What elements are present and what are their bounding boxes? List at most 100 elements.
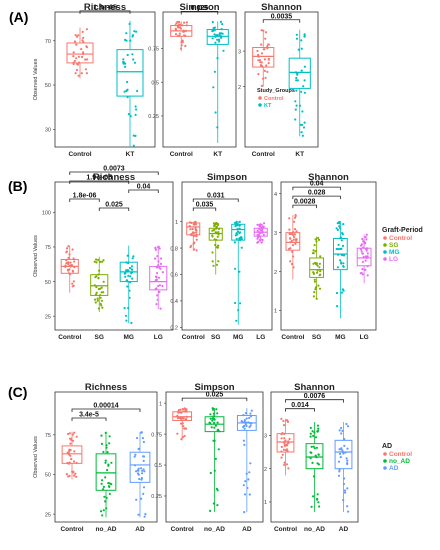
- data-point: [133, 30, 136, 33]
- data-point: [123, 90, 126, 93]
- data-point: [174, 33, 178, 36]
- data-point: [65, 250, 68, 253]
- data-point: [68, 268, 71, 271]
- data-point: [289, 237, 292, 240]
- data-point: [314, 288, 317, 291]
- data-point: [127, 307, 130, 310]
- p-value-label: 0.04: [137, 184, 151, 191]
- chart-title: Shannon: [294, 382, 335, 393]
- data-point: [156, 272, 159, 275]
- data-point: [219, 20, 223, 23]
- data-point: [300, 69, 303, 72]
- data-point: [236, 224, 239, 227]
- x-tick-label: Control: [274, 526, 297, 533]
- data-point: [125, 32, 128, 35]
- data-point: [258, 227, 261, 230]
- data-point: [156, 298, 159, 301]
- data-point: [75, 35, 79, 38]
- significance-bracket: 0.0076: [285, 393, 344, 403]
- significance-bracket: 1.9 e-05: [69, 175, 130, 184]
- data-point: [104, 431, 107, 434]
- data-point: [94, 301, 97, 304]
- data-point: [73, 460, 76, 463]
- data-point: [99, 294, 102, 297]
- data-point: [104, 459, 107, 462]
- data-point: [340, 426, 343, 430]
- data-point: [258, 223, 261, 226]
- data-point: [311, 461, 314, 464]
- data-point: [137, 467, 140, 470]
- bracket-line: [69, 171, 159, 175]
- data-point: [215, 225, 218, 228]
- data-point: [292, 220, 296, 223]
- data-point: [80, 55, 84, 59]
- bracket-line: [180, 11, 219, 15]
- data-point: [260, 43, 263, 46]
- data-point: [243, 510, 246, 514]
- box-control: [285, 214, 301, 280]
- data-point: [312, 271, 315, 274]
- data-point: [158, 284, 161, 287]
- significance-bracket: 0.025: [180, 5, 219, 15]
- data-point: [344, 491, 347, 494]
- data-point: [339, 236, 342, 239]
- data-point: [138, 447, 141, 450]
- box-no_ad: [305, 422, 324, 512]
- data-point: [248, 493, 251, 496]
- legend-entry: AD: [389, 465, 399, 472]
- data-point: [75, 43, 78, 46]
- box-lg: [149, 245, 168, 310]
- data-point: [101, 514, 104, 517]
- data-point: [212, 264, 215, 267]
- data-point: [126, 254, 129, 257]
- y-tick-label: 3: [274, 231, 277, 237]
- data-point: [75, 461, 78, 465]
- data-point: [337, 474, 341, 477]
- x-tick-label: SG: [95, 334, 104, 341]
- p-value-label: 0.0035: [271, 13, 293, 20]
- data-point: [339, 259, 342, 262]
- data-point: [124, 65, 127, 68]
- data-point: [244, 423, 247, 426]
- data-point: [180, 422, 183, 425]
- data-point: [216, 421, 219, 424]
- bracket-line: [285, 399, 344, 403]
- data-point: [212, 412, 215, 415]
- x-tick-label: no_AD: [96, 526, 117, 533]
- data-point: [217, 38, 221, 41]
- data-point: [125, 269, 128, 272]
- p-value-label: 0.025: [105, 202, 123, 209]
- box-iqr: [309, 257, 325, 278]
- data-point: [213, 224, 216, 228]
- data-point: [243, 419, 246, 422]
- x-tick-label: MG: [124, 334, 134, 341]
- data-point: [209, 509, 212, 512]
- data-point: [312, 262, 315, 265]
- data-point: [303, 65, 306, 68]
- y-tick-label: 2: [264, 467, 267, 473]
- data-point: [101, 306, 104, 309]
- data-point: [181, 436, 184, 439]
- data-point: [244, 412, 248, 415]
- data-point: [262, 48, 265, 51]
- box-control: [186, 220, 201, 252]
- data-point: [99, 296, 102, 299]
- data-point: [216, 38, 219, 41]
- data-point: [84, 68, 87, 71]
- data-point: [134, 113, 137, 116]
- p-value-label: 0.031: [207, 193, 225, 200]
- data-point: [122, 60, 125, 64]
- legend-entry: KT: [264, 103, 272, 109]
- data-point: [194, 223, 197, 226]
- data-point: [245, 424, 248, 428]
- y-tick-label: 70: [45, 39, 51, 45]
- data-point: [257, 59, 260, 62]
- data-point: [99, 510, 103, 513]
- data-point: [299, 123, 302, 126]
- y-tick-label: 75: [45, 433, 51, 439]
- data-point: [143, 470, 146, 473]
- data-point: [143, 515, 146, 518]
- p-value-label: 0.014: [291, 402, 309, 409]
- box-iqr: [95, 453, 117, 491]
- y-tick-label: 0.5: [154, 463, 162, 469]
